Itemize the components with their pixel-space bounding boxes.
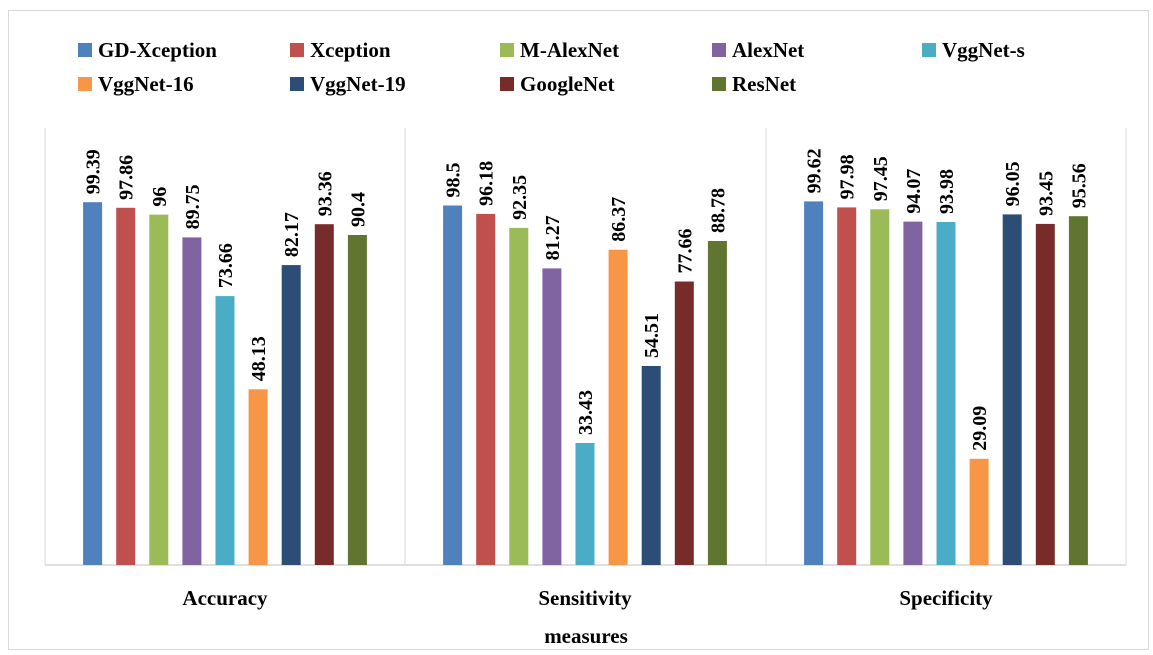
data-label: 86.37 (608, 197, 630, 242)
plot-area: 99.39 97.86 96 89.75 73.66 48.13 82.17 93.36 90.… (44, 128, 1127, 648)
value-labels: 99.39 97.86 96 89.75 73.66 48.13 82.17 93.36 90.… (83, 148, 1091, 450)
data-label: 81.27 (542, 215, 564, 260)
bar (837, 207, 857, 565)
legend-swatch (712, 43, 726, 57)
bar (674, 281, 694, 565)
data-label: 97.98 (837, 154, 859, 199)
bar (509, 227, 529, 565)
legend-item: ResNet (712, 72, 796, 96)
legend-swatch (290, 43, 304, 57)
data-label: 96.18 (476, 161, 498, 206)
category-label: Accuracy (182, 586, 268, 610)
bars (83, 201, 1088, 566)
bar (281, 265, 301, 565)
data-label: 97.86 (116, 155, 138, 200)
legend-item: VggNet-16 (78, 72, 194, 96)
bar (608, 249, 628, 565)
legend-swatch (922, 43, 936, 57)
legend-item: GoogleNet (500, 72, 614, 96)
data-label: 29.09 (969, 406, 991, 451)
legend-swatch (500, 43, 514, 57)
bar (804, 201, 824, 565)
category-label: Sensitivity (538, 586, 632, 610)
data-label: 93.98 (936, 169, 958, 214)
legend-item: VggNet-s (922, 38, 1025, 62)
bar (1068, 216, 1088, 565)
bar (870, 209, 890, 566)
legend-swatch (290, 77, 304, 91)
data-label: 89.75 (182, 184, 204, 229)
bar (707, 241, 727, 565)
legend-swatch (78, 43, 92, 57)
data-label: 33.43 (575, 390, 597, 435)
bar (575, 443, 595, 565)
data-label: 48.13 (248, 336, 270, 381)
data-label: 92.35 (509, 175, 531, 220)
legend-label: GoogleNet (520, 72, 614, 96)
legend-swatch (500, 77, 514, 91)
bar (248, 389, 268, 565)
legend-item: VggNet-19 (290, 72, 406, 96)
bar (215, 296, 235, 565)
legend-label: ResNet (732, 72, 796, 96)
legend-label: VggNet-s (942, 38, 1025, 62)
data-label: 97.45 (870, 156, 892, 201)
data-label: 93.36 (314, 171, 336, 216)
legend-swatch (712, 77, 726, 91)
data-label: 88.78 (707, 188, 729, 233)
legend-swatch (78, 77, 92, 91)
bar (476, 213, 496, 565)
legend-label: Xception (310, 38, 391, 62)
bar (314, 224, 334, 565)
bar (903, 221, 923, 565)
legend-item: Xception (290, 38, 391, 62)
data-label: 94.07 (903, 169, 925, 214)
bar (1002, 214, 1022, 565)
legend-label: M-AlexNet (520, 38, 619, 62)
legend-item: AlexNet (712, 38, 804, 62)
bar (182, 237, 202, 565)
legend-item: M-AlexNet (500, 38, 619, 62)
category-label: Specificity (899, 586, 993, 610)
legend-label: VggNet-16 (98, 72, 194, 96)
legend: GD-Xception Xception M-AlexNet AlexNet VggNe… (78, 38, 1025, 96)
data-label: 54.51 (641, 313, 663, 358)
data-label: 96 (149, 187, 171, 207)
data-label: 90.4 (347, 192, 369, 227)
data-label: 93.45 (1035, 171, 1057, 216)
legend-label: VggNet-19 (310, 72, 406, 96)
data-label: 77.66 (674, 229, 696, 274)
bar (542, 268, 562, 565)
bar (936, 222, 956, 565)
bar (149, 214, 169, 565)
x-axis-title: measures (544, 624, 628, 648)
bar (443, 205, 463, 565)
data-label: 82.17 (281, 212, 303, 257)
data-label: 98.5 (443, 163, 465, 198)
legend-label: GD-Xception (98, 38, 217, 62)
bar (116, 207, 136, 566)
data-label: 99.62 (804, 148, 826, 193)
legend-label: AlexNet (732, 38, 804, 62)
data-label: 99.39 (83, 149, 105, 194)
bar (347, 235, 367, 565)
data-label: 95.56 (1068, 163, 1090, 208)
bar (1035, 223, 1055, 565)
bar (969, 458, 989, 565)
bar (641, 366, 661, 565)
bar (83, 202, 103, 565)
legend-item: GD-Xception (78, 38, 217, 62)
category-labels: Accuracy Sensitivity Specificity (182, 586, 993, 610)
data-label: 96.05 (1002, 161, 1024, 206)
data-label: 73.66 (215, 243, 237, 288)
